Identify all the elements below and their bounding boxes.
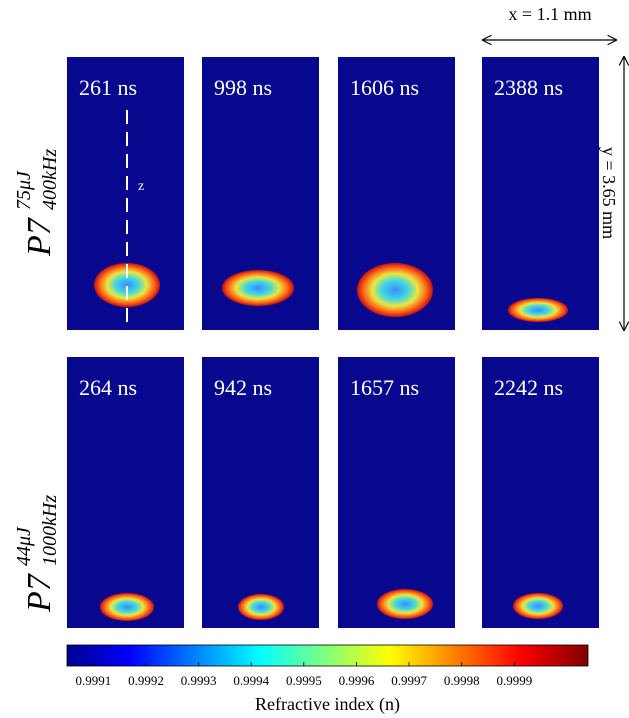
z-label: z bbox=[138, 179, 144, 194]
refractive-blob bbox=[508, 298, 568, 322]
row-label-sub: 1000kHz bbox=[39, 495, 61, 566]
row-label-sup: 75μJ bbox=[13, 170, 35, 210]
time-label: 2388 ns bbox=[494, 75, 563, 100]
row-label-sub: 400kHz bbox=[39, 149, 61, 210]
time-label: 1657 ns bbox=[350, 375, 419, 400]
row-label-base: P7 bbox=[21, 572, 58, 613]
time-label: 2242 ns bbox=[494, 375, 563, 400]
colorbar-tick-label: 0.9998 bbox=[444, 673, 480, 688]
x-scale-label: x = 1.1 mm bbox=[508, 4, 591, 24]
refractive-blob bbox=[513, 593, 563, 619]
colorbar-tick-label: 0.9996 bbox=[339, 673, 375, 688]
time-label: 261 ns bbox=[79, 75, 137, 100]
colorbar-tick-label: 0.9994 bbox=[233, 673, 269, 688]
refractive-blob bbox=[238, 594, 284, 620]
colorbar-tick-label: 0.9993 bbox=[181, 673, 217, 688]
time-label: 998 ns bbox=[214, 75, 272, 100]
colorbar-tick-label: 0.9991 bbox=[75, 673, 111, 688]
row-label-base: P7 bbox=[21, 216, 58, 257]
time-label: 264 ns bbox=[79, 375, 137, 400]
time-label: 1606 ns bbox=[350, 75, 419, 100]
refractive-blob bbox=[357, 263, 433, 317]
colorbar-label: Refractive index (n) bbox=[255, 694, 400, 715]
refractive-blob bbox=[100, 593, 154, 621]
y-scale-label: y = 3.65 mm bbox=[599, 147, 619, 239]
time-label: 942 ns bbox=[214, 375, 272, 400]
colorbar-tick-label: 0.9997 bbox=[391, 673, 427, 688]
colorbar-tick-label: 0.9995 bbox=[286, 673, 322, 688]
figure: x = 1.1 mm y = 3.65 mm 261 ns 998 ns 1606 … bbox=[0, 0, 629, 718]
colorbar bbox=[67, 645, 588, 666]
colorbar-tick-label: 0.9992 bbox=[128, 673, 164, 688]
refractive-blob bbox=[222, 270, 294, 306]
row-label-sup: 44μJ bbox=[13, 526, 35, 566]
colorbar-tick-label: 0.9999 bbox=[496, 673, 532, 688]
refractive-blob bbox=[377, 589, 433, 619]
